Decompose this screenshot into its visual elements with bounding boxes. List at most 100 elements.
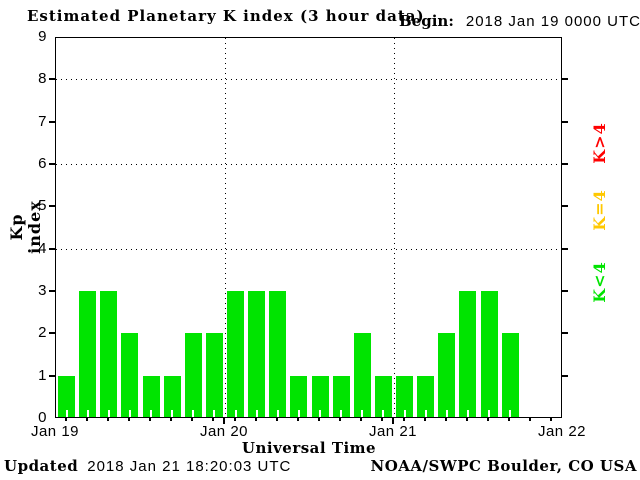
gridline-horizontal: [56, 79, 561, 81]
plot-area: [55, 37, 562, 418]
x-minor-tick: [275, 418, 278, 421]
legend-item: K>4: [590, 122, 609, 164]
y-tick-right: [562, 78, 568, 81]
kp-bar: [100, 291, 118, 417]
bar-tick-notch: [445, 410, 448, 417]
kp-bar: [58, 375, 76, 417]
kp-bar: [184, 333, 202, 417]
bar-tick-notch: [213, 410, 216, 417]
y-tick-right: [562, 374, 568, 377]
credit-text: NOAA/SWPC Boulder, CO USA: [370, 457, 637, 475]
bar-tick-notch: [128, 410, 131, 417]
x-minor-tick: [508, 418, 511, 421]
x-minor-tick: [64, 418, 67, 421]
kp-bar: [396, 375, 414, 417]
x-minor-tick: [170, 418, 173, 421]
bar-tick-notch: [340, 410, 343, 417]
x-minor-tick: [254, 418, 257, 421]
kp-bar: [332, 375, 350, 417]
x-minor-tick: [106, 418, 109, 421]
kp-bar: [290, 375, 308, 417]
y-tick-label: 6: [38, 155, 47, 172]
bar-tick-notch: [424, 410, 427, 417]
y-tick-right: [562, 290, 568, 292]
begin-value: 2018 Jan 19 0000 UTC: [465, 13, 640, 30]
updated-value: 2018 Jan 21 18:20:03 UTC: [87, 458, 292, 475]
y-tick-left: [49, 120, 55, 123]
y-tick-right: [562, 163, 568, 165]
y-tick-right: [562, 205, 568, 208]
bar-tick-notch: [150, 410, 153, 417]
updated-label: Updated: [4, 457, 79, 475]
kp-bar: [480, 291, 498, 417]
x-minor-tick: [212, 418, 215, 421]
y-tick-left: [49, 332, 55, 335]
x-minor-tick: [127, 418, 130, 421]
bar-tick-notch: [382, 410, 385, 417]
y-tick-label: 8: [38, 70, 47, 88]
bar-tick-notch: [361, 410, 364, 417]
x-minor-tick: [529, 418, 532, 421]
kp-bar: [459, 291, 477, 417]
y-tick-label: 1: [38, 366, 47, 384]
bar-tick-notch: [403, 410, 406, 417]
x-minor-tick: [465, 418, 468, 421]
bar-tick-notch: [488, 410, 491, 417]
x-major-tick: [392, 418, 394, 424]
kp-bar: [248, 291, 266, 417]
bar-tick-notch: [234, 410, 237, 417]
kp-bar: [227, 291, 245, 417]
y-tick-left: [49, 290, 55, 292]
x-minor-tick: [339, 418, 342, 421]
begin-label: Begin:: [399, 12, 454, 30]
chart-title: Estimated Planetary K index (3 hour data…: [27, 7, 425, 25]
kp-bar: [311, 375, 329, 417]
x-minor-tick: [318, 418, 321, 421]
legend-item: K<4: [590, 261, 609, 303]
kp-bar: [205, 333, 223, 417]
updated-timestamp: Updated 2018 Jan 21 18:20:03 UTC: [4, 457, 291, 475]
y-tick-left: [49, 163, 55, 165]
y-tick-left: [49, 78, 55, 81]
x-axis-title: Universal Time: [241, 439, 377, 457]
x-minor-tick: [85, 418, 88, 421]
gridline-vertical: [225, 38, 226, 417]
bar-tick-notch: [86, 410, 89, 417]
x-minor-tick: [402, 418, 405, 421]
x-tick-label: Jan 21: [368, 423, 418, 440]
y-tick-label: 0: [38, 409, 47, 426]
y-tick-right: [562, 120, 568, 123]
x-major-tick: [223, 418, 225, 424]
y-tick-label: 2: [38, 324, 47, 342]
bar-tick-notch: [297, 410, 300, 417]
bar-tick-notch: [65, 410, 68, 417]
kp-bar: [121, 333, 139, 417]
bar-tick-notch: [276, 410, 279, 417]
bar-tick-notch: [466, 410, 469, 417]
y-tick-label: 4: [38, 239, 47, 257]
y-tick-left: [49, 205, 55, 208]
bar-tick-notch: [107, 410, 110, 417]
y-tick-left: [49, 247, 55, 250]
kp-bar: [353, 333, 371, 417]
kp-bar: [163, 375, 181, 417]
x-minor-tick: [423, 418, 426, 421]
x-minor-tick: [296, 418, 299, 421]
y-axis-title: Kp index: [7, 200, 44, 254]
x-minor-tick: [233, 418, 236, 421]
y-tick-label: 9: [38, 28, 47, 45]
y-tick-right: [562, 332, 568, 335]
kp-bar: [269, 291, 287, 417]
x-minor-tick: [487, 418, 490, 421]
gridline-vertical: [394, 38, 395, 417]
gridline-horizontal: [56, 248, 561, 250]
x-minor-tick: [191, 418, 194, 421]
bar-tick-notch: [509, 410, 512, 417]
x-tick-label: Jan 19: [30, 423, 80, 440]
x-tick-label: Jan 22: [537, 423, 587, 440]
x-tick-label: Jan 20: [199, 423, 249, 440]
gridline-horizontal: [56, 164, 561, 165]
y-tick-label: 5: [38, 197, 47, 215]
y-tick-label: 7: [38, 112, 47, 130]
